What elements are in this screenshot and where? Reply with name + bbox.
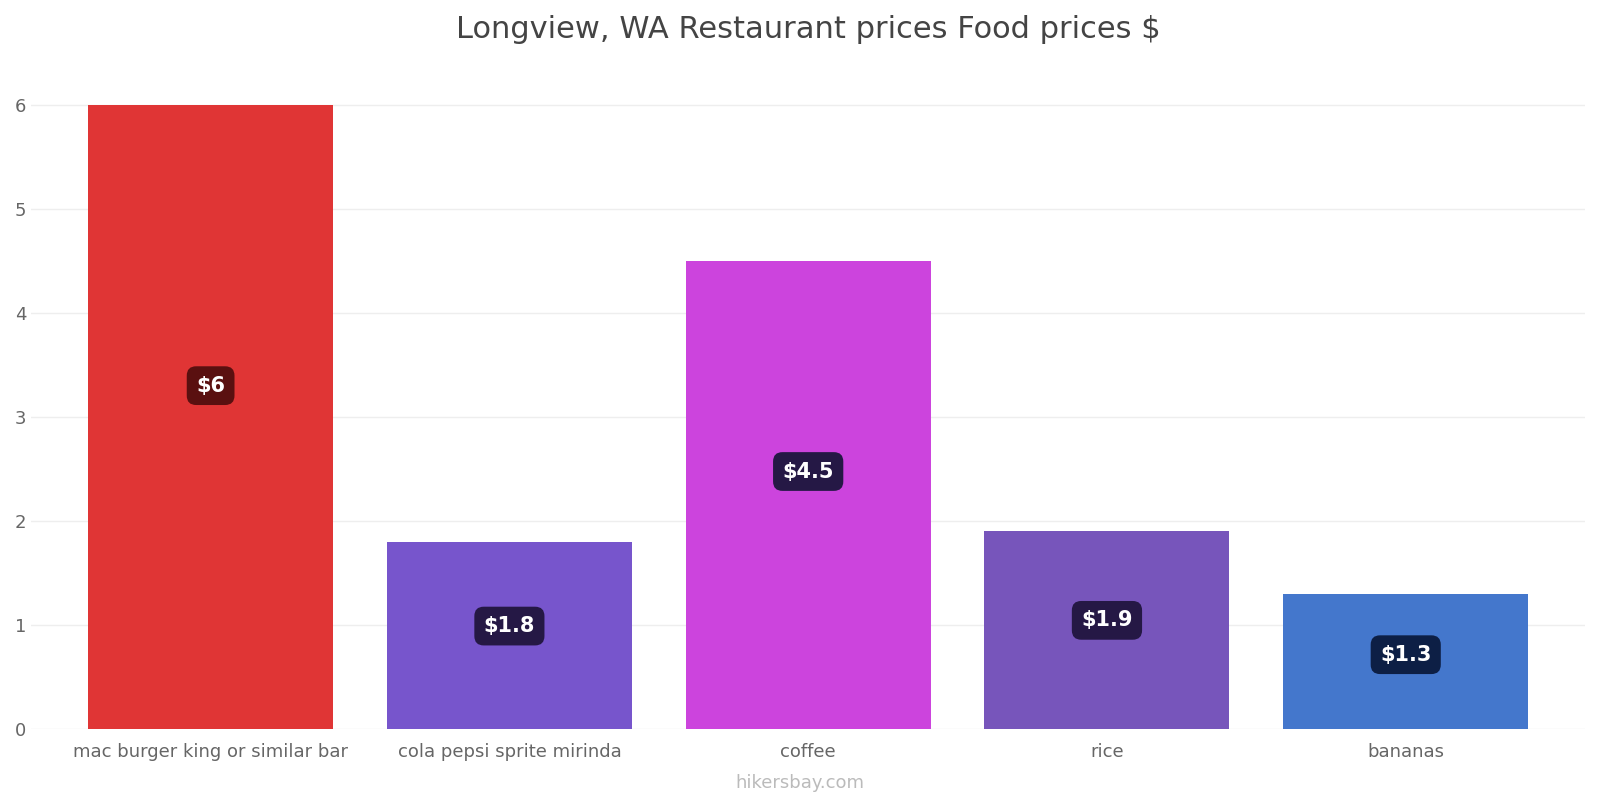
Bar <box>387 542 632 729</box>
Bar <box>686 261 931 729</box>
Bar <box>984 531 1229 729</box>
Text: $6: $6 <box>197 376 226 396</box>
Bar <box>88 105 333 729</box>
Text: hikersbay.com: hikersbay.com <box>736 774 864 792</box>
Bar <box>1283 594 1528 729</box>
Text: $1.3: $1.3 <box>1381 645 1432 665</box>
Text: $1.8: $1.8 <box>483 616 534 636</box>
Text: $4.5: $4.5 <box>782 462 834 482</box>
Title: Longview, WA Restaurant prices Food prices $: Longview, WA Restaurant prices Food pric… <box>456 15 1160 44</box>
Text: $1.9: $1.9 <box>1082 610 1133 630</box>
